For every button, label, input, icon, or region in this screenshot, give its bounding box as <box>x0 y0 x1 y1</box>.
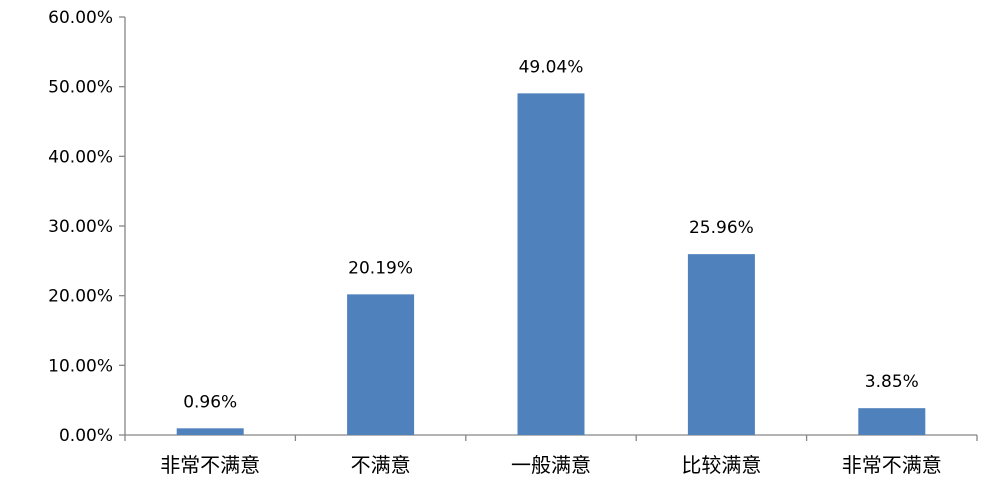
data-label: 25.96% <box>689 218 754 238</box>
bar <box>858 408 926 435</box>
data-label: 3.85% <box>865 372 919 392</box>
x-category-label: 比较满意 <box>681 453 761 477</box>
x-category-label: 非常不满意 <box>160 453 260 477</box>
y-tick-label: 30.00% <box>48 217 113 237</box>
y-tick-label: 20.00% <box>48 287 113 307</box>
x-category-label: 一般满意 <box>511 453 591 477</box>
y-tick-label: 0.00% <box>59 426 113 446</box>
y-tick-label: 10.00% <box>48 356 113 376</box>
data-label: 20.19% <box>348 258 413 278</box>
x-category-label: 非常不满意 <box>842 453 942 477</box>
data-label: 0.96% <box>183 392 237 412</box>
y-tick-label: 60.00% <box>48 8 113 28</box>
bar <box>517 93 585 435</box>
bar <box>347 294 415 435</box>
chart-bars <box>176 93 926 435</box>
chart-labels: 0.96% 非常不满意 20.19% 不满意 49.04% 一般满意 25.96% 比较满意 3… <box>160 57 942 477</box>
chart-axes: 0.00% 10.00% 20.00% 30.00% 40.00% 50.00% 60.00… <box>48 8 978 446</box>
bar <box>176 428 244 435</box>
x-category-label: 不满意 <box>351 453 411 477</box>
bar <box>687 254 755 435</box>
data-label: 49.04% <box>519 57 584 77</box>
y-tick-label: 50.00% <box>48 78 113 98</box>
y-tick-label: 40.00% <box>48 147 113 167</box>
